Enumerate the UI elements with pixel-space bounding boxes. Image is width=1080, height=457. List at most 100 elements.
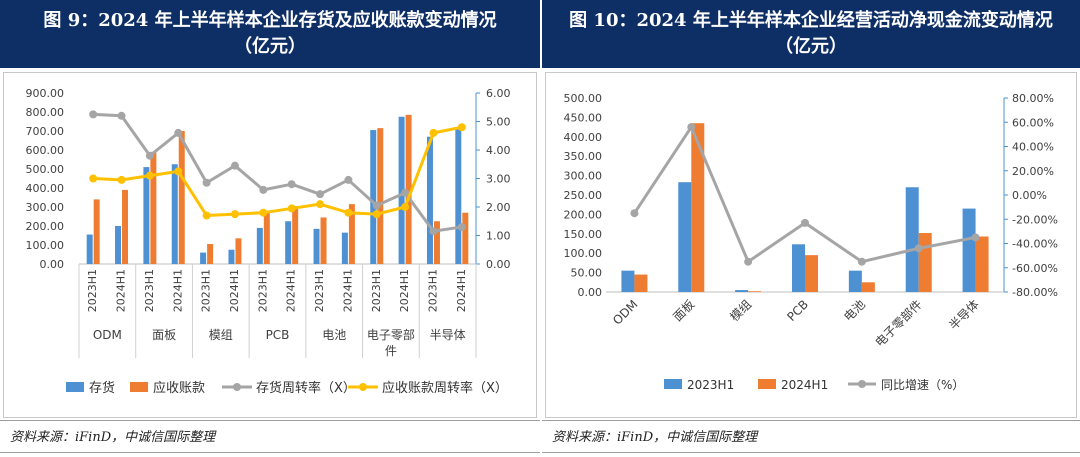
panel-divider — [540, 0, 542, 457]
period-label: 2023H1 — [370, 269, 383, 312]
inventory-bar — [426, 136, 433, 264]
y-tick-label: 450.00 — [564, 111, 603, 124]
receivable-turnover-point — [287, 204, 296, 213]
receivable-bar — [207, 244, 214, 264]
legend-label-receivable-turnover: 应收账款周转率（X） — [382, 380, 508, 396]
figure-10-chart-area: 0.00 50.00 100.00 150.00 200.00 250.00 300.00 3… — [545, 72, 1077, 418]
inventory-turnover-point — [372, 201, 381, 210]
receivable-bar — [377, 128, 384, 264]
receivable-turnover-point — [174, 167, 183, 176]
bar-2024h1 — [805, 255, 818, 292]
y-tick-label: 300.00 — [26, 201, 65, 214]
receivable-turnover-point — [316, 200, 325, 209]
y-tick-label: 900.00 — [26, 87, 65, 100]
figure-9-unit: （亿元） — [234, 36, 306, 57]
category-label: PCB — [784, 297, 811, 324]
bar-2023h1 — [962, 208, 976, 292]
yoy-point — [687, 123, 696, 132]
group-label: 面板 — [152, 328, 176, 342]
figure-9-title: 图 9：2024 年上半年样本企业存货及应收账款变动情况 — [43, 10, 497, 31]
receivable-turnover-point — [259, 208, 268, 217]
period-label: 2024H1 — [285, 269, 298, 312]
legend-swatch-inventory — [66, 382, 84, 392]
receivable-bar — [122, 189, 129, 264]
y2-tick-label: -80.00% — [1012, 286, 1058, 299]
inventory-bar — [285, 221, 292, 264]
group-label: 电池 — [322, 328, 346, 342]
bar-2024h1 — [634, 274, 648, 292]
period-label: 2024H1 — [455, 269, 468, 312]
divider-line — [0, 452, 540, 453]
bar-2023h1 — [621, 270, 635, 292]
y2-tick-label: 2.00 — [486, 201, 511, 214]
inventory-bar — [228, 249, 235, 264]
figure-9-chart-area: 0.00 100.00 200.00 300.00 400.00 500.00 600.00… — [3, 72, 537, 418]
y2-tick-label: 0.00% — [1012, 189, 1047, 202]
figure-9-panel: 图 9：2024 年上半年样本企业存货及应收账款变动情况 （亿元） 0.00 10… — [0, 0, 540, 453]
yoy-point — [630, 209, 639, 218]
y2-tick-label: 0.00 — [486, 258, 511, 271]
receivable-turnover-point — [429, 128, 438, 137]
y-tick-label: 100.00 — [564, 247, 603, 260]
receivable-turnover-point — [145, 171, 154, 180]
inventory-bar — [370, 130, 377, 264]
inventory-bar — [200, 252, 207, 264]
y-tick-label: 400.00 — [26, 182, 65, 195]
inventory-turnover-point — [174, 128, 183, 137]
figure-10-chart: 0.00 50.00 100.00 150.00 200.00 250.00 300.00 3… — [564, 92, 1058, 392]
y-tick-label: 600.00 — [26, 144, 65, 157]
inventory-bar — [115, 226, 122, 264]
inventory-bar — [171, 164, 178, 264]
inventory-turnover-line — [93, 112, 463, 233]
figure-9-source: 资料来源：iFinD，中诚信国际整理 — [10, 430, 216, 445]
receivable-turnover-point — [202, 211, 211, 220]
y2-tick-label: -60.00% — [1012, 262, 1058, 275]
receivable-bar — [292, 206, 299, 264]
y2-tick-label: -40.00% — [1012, 238, 1058, 251]
legend-label-receivable: 应收账款 — [153, 380, 205, 396]
divider-line — [0, 420, 540, 421]
period-label: 2024H1 — [398, 269, 411, 312]
yoy-point — [744, 257, 753, 266]
inventory-turnover-point — [401, 188, 410, 197]
inventory-turnover-point — [230, 161, 239, 170]
receivable-turnover-point — [230, 210, 239, 219]
figure-9-chart: 0.00 100.00 200.00 300.00 400.00 500.00 600.00… — [26, 87, 511, 396]
receivable-turnover-point — [117, 175, 126, 184]
receivable-turnover-point — [89, 174, 98, 183]
bar-2023h1 — [848, 270, 862, 292]
legend-label-2023h1: 2023H1 — [687, 378, 734, 392]
inventory-turnover-point — [117, 111, 126, 120]
bar-2024h1 — [691, 123, 705, 292]
figure-10-source: 资料来源：iFinD，中诚信国际整理 — [552, 430, 758, 445]
category-label: 半导体 — [946, 297, 981, 332]
legend-label-inventory: 存货 — [89, 380, 115, 396]
yoy-point — [857, 257, 866, 266]
legend-swatch-2024h1 — [758, 379, 776, 389]
group-label: 半导体 — [430, 328, 466, 342]
receivable-bar — [263, 210, 270, 264]
period-label: 2023H1 — [86, 269, 99, 312]
period-label: 2024H1 — [171, 269, 184, 312]
y-tick-label: 800.00 — [26, 106, 65, 119]
bar-2024h1 — [748, 291, 762, 292]
period-label: 2023H1 — [426, 269, 439, 312]
bar-2023h1 — [735, 290, 749, 292]
category-label: 模组 — [727, 297, 754, 324]
legend-marker-receivable-turnover — [359, 383, 367, 391]
bar-2023h1 — [905, 187, 919, 292]
y-tick-label: 100.00 — [26, 239, 65, 252]
period-label: 2023H1 — [313, 269, 326, 312]
receivable-bar — [150, 151, 157, 264]
y-tick-label: 500.00 — [26, 163, 65, 176]
y2-tick-label: 4.00 — [486, 144, 511, 157]
yoy-point — [801, 218, 809, 227]
receivable-bar — [405, 114, 412, 264]
legend-label-2024h1: 2024H1 — [781, 378, 828, 392]
y-tick-label: 250.00 — [564, 189, 603, 202]
bar-2024h1 — [861, 282, 875, 292]
inventory-bar — [256, 227, 263, 264]
inventory-bar — [455, 129, 462, 264]
y2-tick-label: 40.00% — [1012, 141, 1054, 154]
